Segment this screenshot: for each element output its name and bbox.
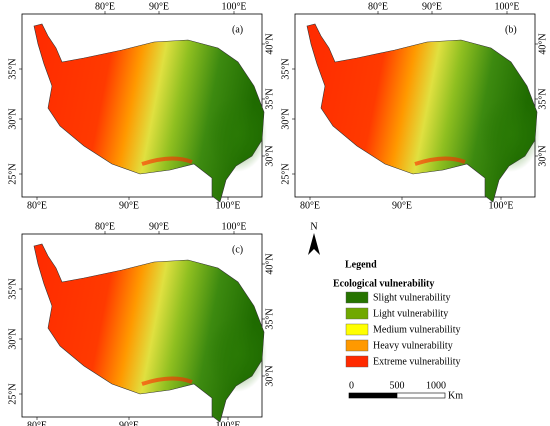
scale-bar [348, 392, 398, 399]
tick-label: 90°E [392, 200, 412, 211]
tick-label: 30°N [264, 145, 275, 166]
map-panel: (a) 80°E 90°E 100°E 80°E 90°E 100°E 35°N 30°N 25°… [7, 1, 275, 211]
tick-label: 35°N [7, 278, 18, 299]
tick-label: 35°N [280, 58, 291, 79]
tick-label: 80°E [27, 200, 47, 211]
tick-label: 40°N [537, 33, 548, 54]
tick-label: 35°N [537, 88, 548, 109]
legend-label: Medium vulnerability [373, 324, 461, 335]
tick-label: 90°E [422, 1, 442, 12]
tick-label: 25°N [7, 163, 18, 184]
tick-label: 80°E [27, 420, 47, 426]
north-label: N [310, 221, 317, 232]
legend-swatch [345, 355, 369, 368]
legend-label: Extreme vulnerability [373, 356, 460, 367]
scale-label: 0 [349, 380, 354, 391]
tick-label: 90°E [119, 200, 139, 211]
legend-label: Light vulnerability [373, 308, 448, 319]
north-arrow: N [308, 221, 320, 255]
map-panel: (c) 80°E 90°E 100°E 80°E 90°E 100°E 35°N 30°N 25°… [7, 221, 275, 426]
scale-bar [396, 392, 446, 399]
scale-label: 500 [390, 380, 405, 391]
tick-label: 25°N [280, 163, 291, 184]
legend-label: Slight vulnerability [373, 292, 451, 303]
map-panel: (b) 80°E 90°E 100°E 80°E 90°E 100°E 35°N 30°N 25°… [280, 1, 548, 211]
tick-label: 100°E [215, 200, 240, 211]
tick-label: 40°N [264, 33, 275, 54]
tick-label: 80°E [95, 1, 115, 12]
tick-label: 30°N [7, 328, 18, 349]
tick-label: 80°E [300, 200, 320, 211]
tick-label: 35°N [264, 88, 275, 109]
tick-label: 40°N [264, 253, 275, 274]
tick-label: 30°N [7, 108, 18, 129]
tick-label: 100°E [215, 420, 240, 426]
legend-swatch [345, 323, 369, 336]
legend-swatch [345, 291, 369, 304]
tick-label: 80°E [368, 1, 388, 12]
tick-label: 35°N [264, 308, 275, 329]
tick-label: 90°E [149, 221, 169, 232]
tick-label: 100°E [221, 221, 246, 232]
tick-label: 90°E [119, 420, 139, 426]
scale-label: 1000 [426, 380, 446, 391]
legend-swatch [345, 307, 369, 320]
tick-label: 100°E [494, 1, 519, 12]
tick-label: 30°N [280, 108, 291, 129]
panel-label: (a) [232, 24, 243, 35]
panel-label: (b) [505, 24, 517, 35]
legend-swatch [345, 339, 369, 352]
panel-label: (c) [232, 244, 243, 255]
legend-title: Legend [345, 259, 377, 270]
tick-label: 25°N [7, 383, 18, 404]
tick-label: 100°E [221, 1, 246, 12]
tick-label: 90°E [149, 1, 169, 12]
scale-unit: Km [448, 390, 463, 401]
tick-label: 30°N [264, 365, 275, 386]
tick-label: 100°E [488, 200, 513, 211]
tick-label: 30°N [537, 145, 548, 166]
tick-label: 80°E [95, 221, 115, 232]
legend-subtitle: Ecological vulnerability [333, 278, 434, 289]
legend-label: Heavy vulnerability [373, 340, 453, 351]
tick-label: 35°N [7, 58, 18, 79]
